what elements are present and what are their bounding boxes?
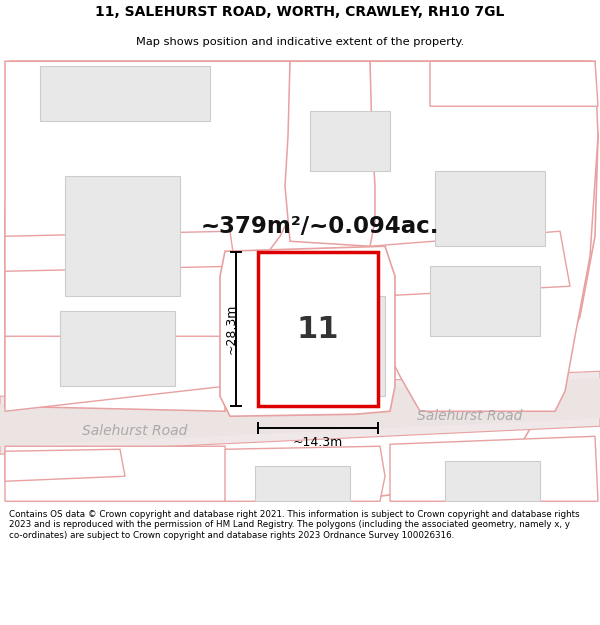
Bar bbox=[60, 311, 175, 386]
Polygon shape bbox=[5, 449, 125, 481]
Polygon shape bbox=[5, 336, 225, 411]
Polygon shape bbox=[390, 436, 598, 501]
Text: 11: 11 bbox=[297, 315, 339, 344]
Polygon shape bbox=[365, 61, 598, 411]
Text: ~379m²/~0.094ac.: ~379m²/~0.094ac. bbox=[201, 215, 439, 238]
Bar bbox=[65, 176, 180, 296]
Polygon shape bbox=[5, 446, 230, 501]
Bar bbox=[310, 111, 390, 171]
Polygon shape bbox=[0, 378, 600, 446]
Polygon shape bbox=[5, 61, 598, 499]
Bar bbox=[445, 461, 540, 501]
Text: Contains OS data © Crown copyright and database right 2021. This information is : Contains OS data © Crown copyright and d… bbox=[9, 510, 580, 539]
Polygon shape bbox=[430, 61, 598, 106]
Polygon shape bbox=[5, 61, 300, 411]
Bar bbox=[275, 296, 385, 396]
Text: Salehurst Road: Salehurst Road bbox=[82, 424, 188, 438]
Bar bbox=[258, 253, 378, 406]
Polygon shape bbox=[370, 231, 570, 296]
Bar bbox=[435, 171, 545, 246]
Text: 11, SALEHURST ROAD, WORTH, CRAWLEY, RH10 7GL: 11, SALEHURST ROAD, WORTH, CRAWLEY, RH10… bbox=[95, 6, 505, 19]
Text: Salehurst Road: Salehurst Road bbox=[418, 409, 523, 423]
Polygon shape bbox=[285, 61, 375, 246]
Polygon shape bbox=[5, 231, 235, 271]
Text: Map shows position and indicative extent of the property.: Map shows position and indicative extent… bbox=[136, 38, 464, 47]
Bar bbox=[255, 466, 350, 501]
Text: ~14.3m: ~14.3m bbox=[293, 436, 343, 449]
Polygon shape bbox=[220, 246, 395, 416]
Bar bbox=[40, 66, 210, 121]
Bar bbox=[430, 266, 540, 336]
Polygon shape bbox=[225, 446, 385, 501]
Text: ~28.3m: ~28.3m bbox=[224, 304, 238, 354]
Polygon shape bbox=[0, 56, 600, 506]
Polygon shape bbox=[0, 371, 600, 454]
